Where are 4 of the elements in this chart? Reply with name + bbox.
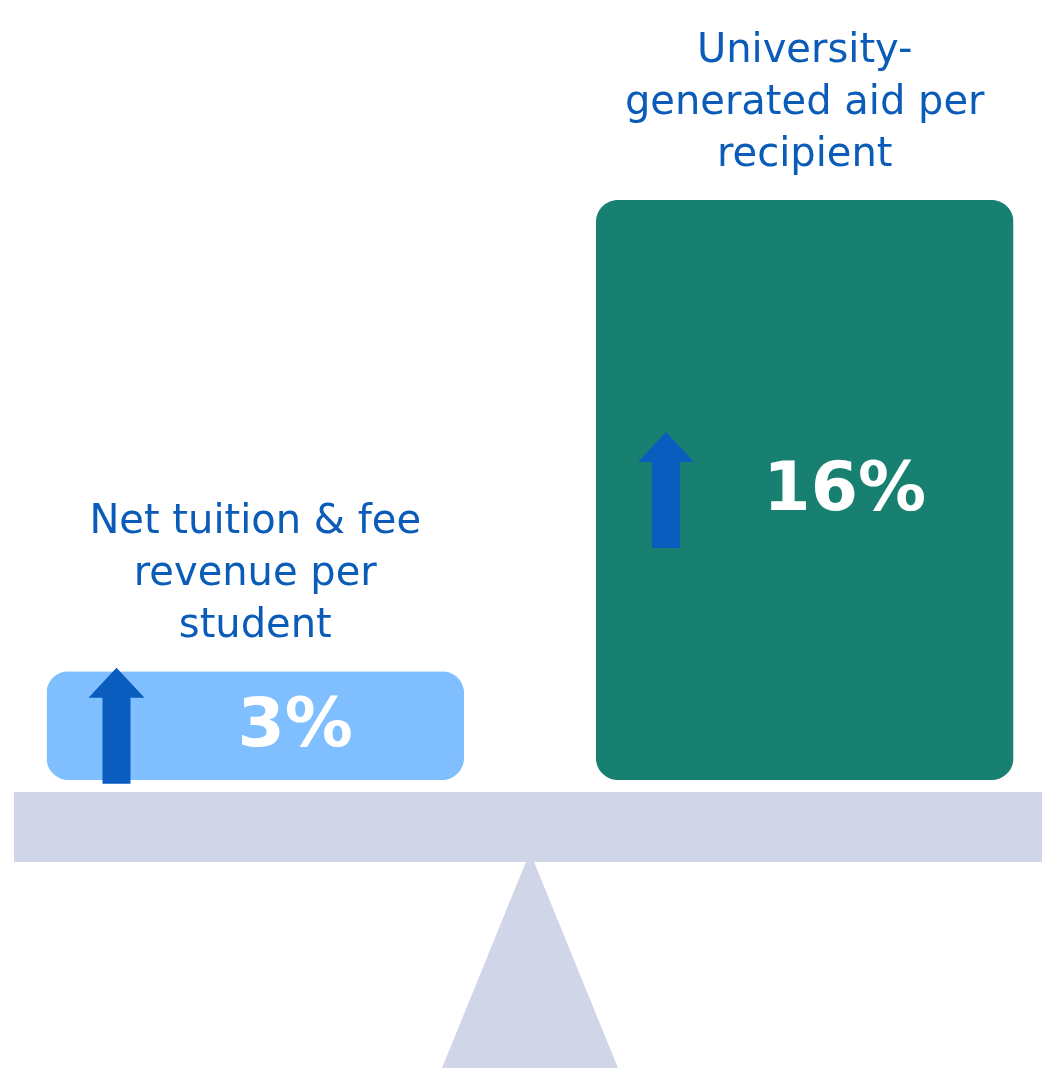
data-label: 3%	[237, 682, 353, 762]
x-tick-label: University-generated aid per recipient	[623, 24, 986, 177]
data-label: 16%	[763, 447, 927, 526]
x-tick-label: Net tuition & fee revenue per student	[88, 495, 423, 649]
